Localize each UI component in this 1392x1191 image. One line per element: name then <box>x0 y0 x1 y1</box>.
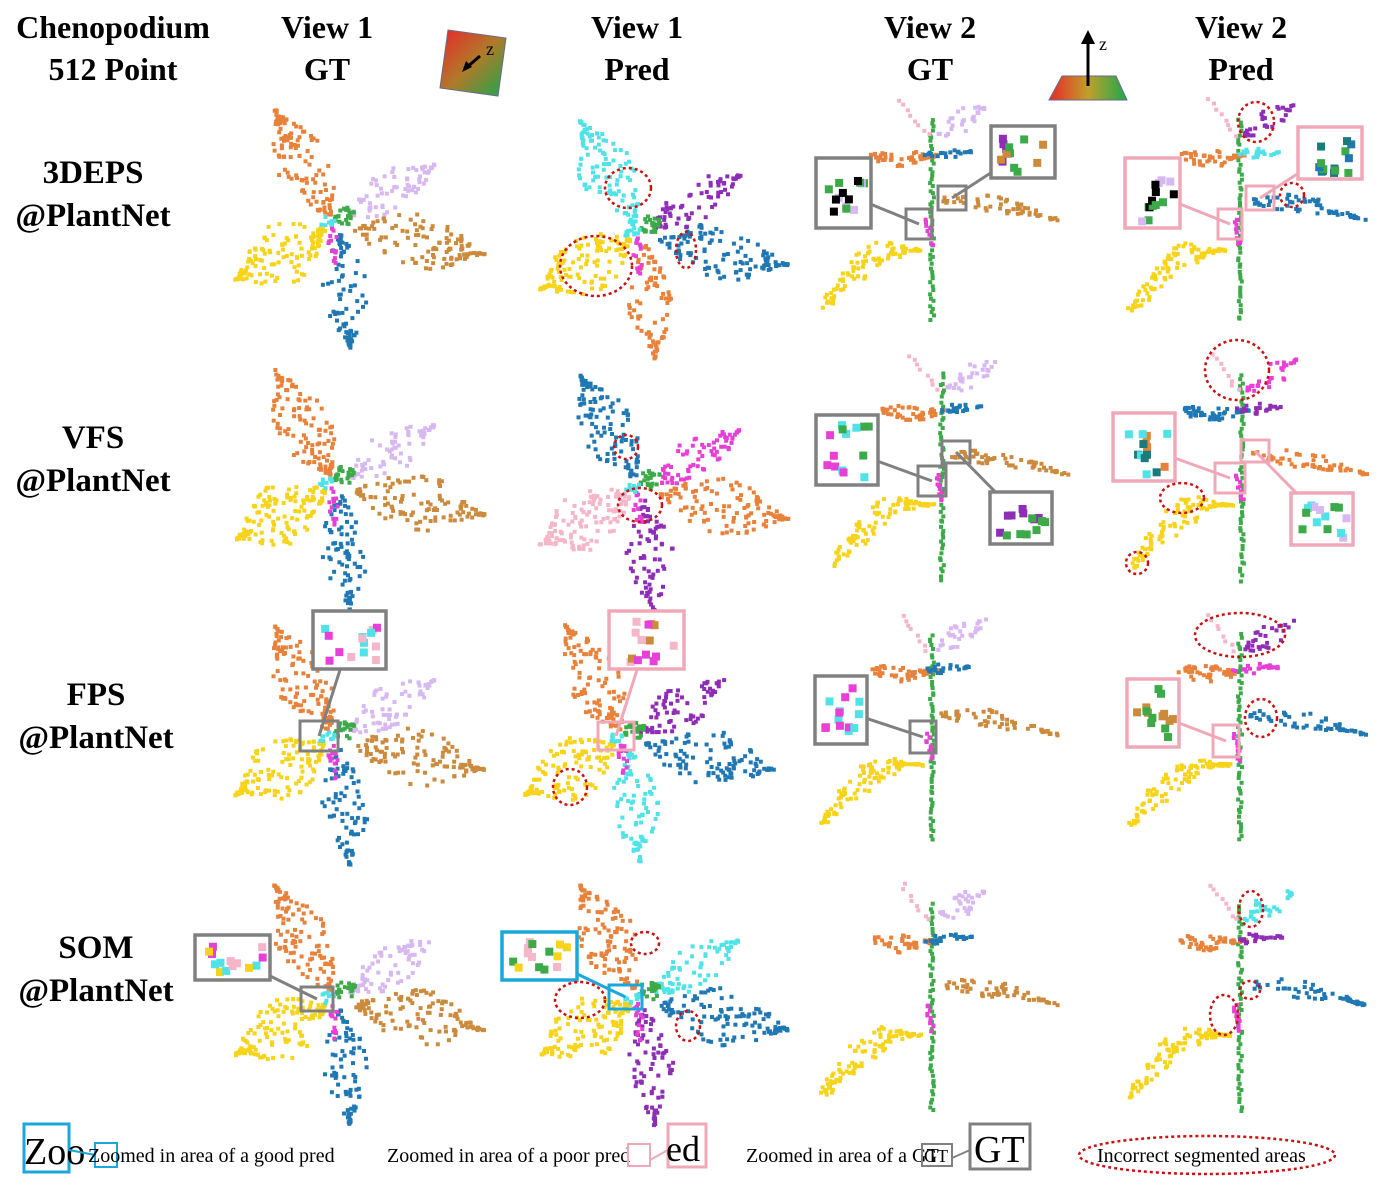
row-label-2-line1: VFS <box>62 420 124 456</box>
incorrect-area-ring <box>616 486 664 524</box>
incorrect-area-ring <box>1124 550 1150 576</box>
panel-vfs-view1-gt <box>235 368 487 612</box>
col-header-2-line2: Pred <box>604 51 669 87</box>
legend-poor-pred: Zoomed in area of a poor pred ed <box>387 1122 708 1169</box>
legend-gt: Zoomed in area of a GT GT GT <box>746 1122 1032 1171</box>
zoom-inset <box>1296 125 1364 181</box>
incorrect-area-ring <box>612 433 640 461</box>
corner-title-line1: Chenopodium <box>16 9 210 45</box>
incorrect-area-ring <box>1237 889 1265 929</box>
zoom-inset <box>989 124 1057 180</box>
col-header-3-line1: View 2 <box>884 9 976 45</box>
incorrect-area-ring <box>603 166 653 210</box>
zoom-source-box <box>1216 207 1244 241</box>
panel-3deps-view2-gt <box>820 98 1060 322</box>
legend-incorrect-text: Incorrect segmented areas <box>1097 1145 1306 1167</box>
incorrect-area-ring <box>674 230 698 270</box>
zoom-source-box <box>940 439 972 465</box>
panel-som-view2-pred <box>1127 883 1367 1113</box>
zoom-source-box <box>1239 438 1271 464</box>
row-label-1-line1: 3DEPS <box>43 155 144 191</box>
zoom-source-box <box>936 184 968 212</box>
col-header-4-line1: View 2 <box>1195 9 1287 45</box>
incorrect-area-ring <box>1278 181 1306 209</box>
view1-orientation-icon: z <box>439 29 507 97</box>
incorrect-area-ring <box>1238 979 1262 1001</box>
legend-good-pred: Zoo Zoomed in area of a good pred <box>22 1122 335 1174</box>
col-header-3-line2: GT <box>907 51 953 87</box>
panel-som-view1-pred <box>539 883 790 1128</box>
zoom-fps-gt-v2 <box>813 674 938 755</box>
view2-orientation-icon: z <box>1048 30 1128 101</box>
zoom-inset <box>500 930 579 982</box>
zoom-source-box <box>904 207 934 241</box>
incorrect-area-ring <box>1203 338 1271 402</box>
col-header-1-line2: GT <box>304 51 350 87</box>
view1-axis-label: z <box>486 39 494 59</box>
zoom-fps-gt-v1 <box>298 609 388 753</box>
zoom-3deps-gt-b <box>936 124 1057 212</box>
col-header-4-line2: Pred <box>1208 51 1273 87</box>
incorrect-area-ring <box>1236 100 1276 144</box>
zoom-vfs-gt-a <box>814 413 948 498</box>
panel-3deps-view2-pred <box>1126 97 1368 321</box>
col-header-1-line1: View 1 <box>281 9 373 45</box>
point-cloud-panels <box>193 97 1370 1128</box>
panel-som-view1-gt <box>234 883 486 1126</box>
row-label-1-line2: @PlantNet <box>15 198 170 234</box>
incorrect-area-ring <box>558 234 634 298</box>
row-label-2-line2: @PlantNet <box>15 463 170 499</box>
zoom-source-box <box>916 464 948 498</box>
panel-3deps-view1-gt <box>233 108 487 350</box>
incorrect-area-ring <box>1208 993 1240 1037</box>
zoom-source-box <box>1244 184 1276 212</box>
zoom-source-box <box>908 719 938 755</box>
zoom-source-box <box>596 720 636 752</box>
zoom-fps-pred-v1 <box>596 609 686 752</box>
legend-poor-text: Zoomed in area of a poor pred <box>387 1145 630 1167</box>
panel-vfs-view1-pred <box>537 373 791 617</box>
legend-good-text: Zoomed in area of a good pred <box>88 1145 335 1167</box>
row-label-3-line1: FPS <box>67 677 126 713</box>
zoom-vfs-pred-b <box>1239 438 1355 547</box>
zoom-source-box <box>298 719 340 753</box>
zoom-fps-pred-v2 <box>1125 677 1241 759</box>
legend-incorrect: Incorrect segmented areas <box>1077 1134 1337 1176</box>
panel-3deps-view1-pred <box>538 119 790 361</box>
row-label-3-line2: @PlantNet <box>18 720 173 756</box>
zoom-source-box <box>607 983 644 1011</box>
row-label-4-line2: @PlantNet <box>18 973 173 1009</box>
zoom-som-pred-v1 <box>500 930 644 1011</box>
panel-vfs-view2-gt <box>832 354 1071 583</box>
legend-gt-text: Zoomed in area of a GT <box>746 1145 939 1167</box>
legend: Zoo Zoomed in area of a good pred Zoomed… <box>22 1122 1337 1176</box>
zoom-source-box <box>1213 461 1247 495</box>
incorrect-area-ring <box>553 980 607 1020</box>
view2-axis-label: z <box>1099 34 1107 54</box>
legend-poor-glyph: ed <box>666 1129 700 1169</box>
panel-som-view2-gt <box>819 881 1060 1112</box>
zoom-source-box <box>299 985 335 1013</box>
incorrect-area-ring <box>551 767 589 807</box>
zoom-vfs-gt-b <box>940 439 1054 546</box>
incorrect-area-ring <box>629 930 661 956</box>
row-label-4-line1: SOM <box>58 930 133 966</box>
zoom-vfs-pred-a <box>1111 411 1247 495</box>
zoom-3deps-gt-a <box>814 156 934 241</box>
legend-gt-glyph: GT <box>974 1129 1025 1171</box>
legend-gt-small-glyph: GT <box>924 1146 948 1166</box>
panel-fps-view2-gt <box>819 613 1060 842</box>
zoom-som-gt-v1 <box>193 933 335 1013</box>
incorrect-area-ring <box>1158 481 1206 515</box>
incorrect-area-ring <box>1243 697 1279 739</box>
zoom-3deps-pred-a <box>1123 156 1244 241</box>
col-header-2-line1: View 1 <box>591 9 683 45</box>
zoom-3deps-pred-b <box>1244 125 1364 212</box>
zoom-source-box <box>1211 723 1241 759</box>
incorrect-area-ring <box>1193 611 1287 659</box>
incorrect-area-ring <box>674 1009 702 1043</box>
corner-title-line2: 512 Point <box>49 51 178 87</box>
